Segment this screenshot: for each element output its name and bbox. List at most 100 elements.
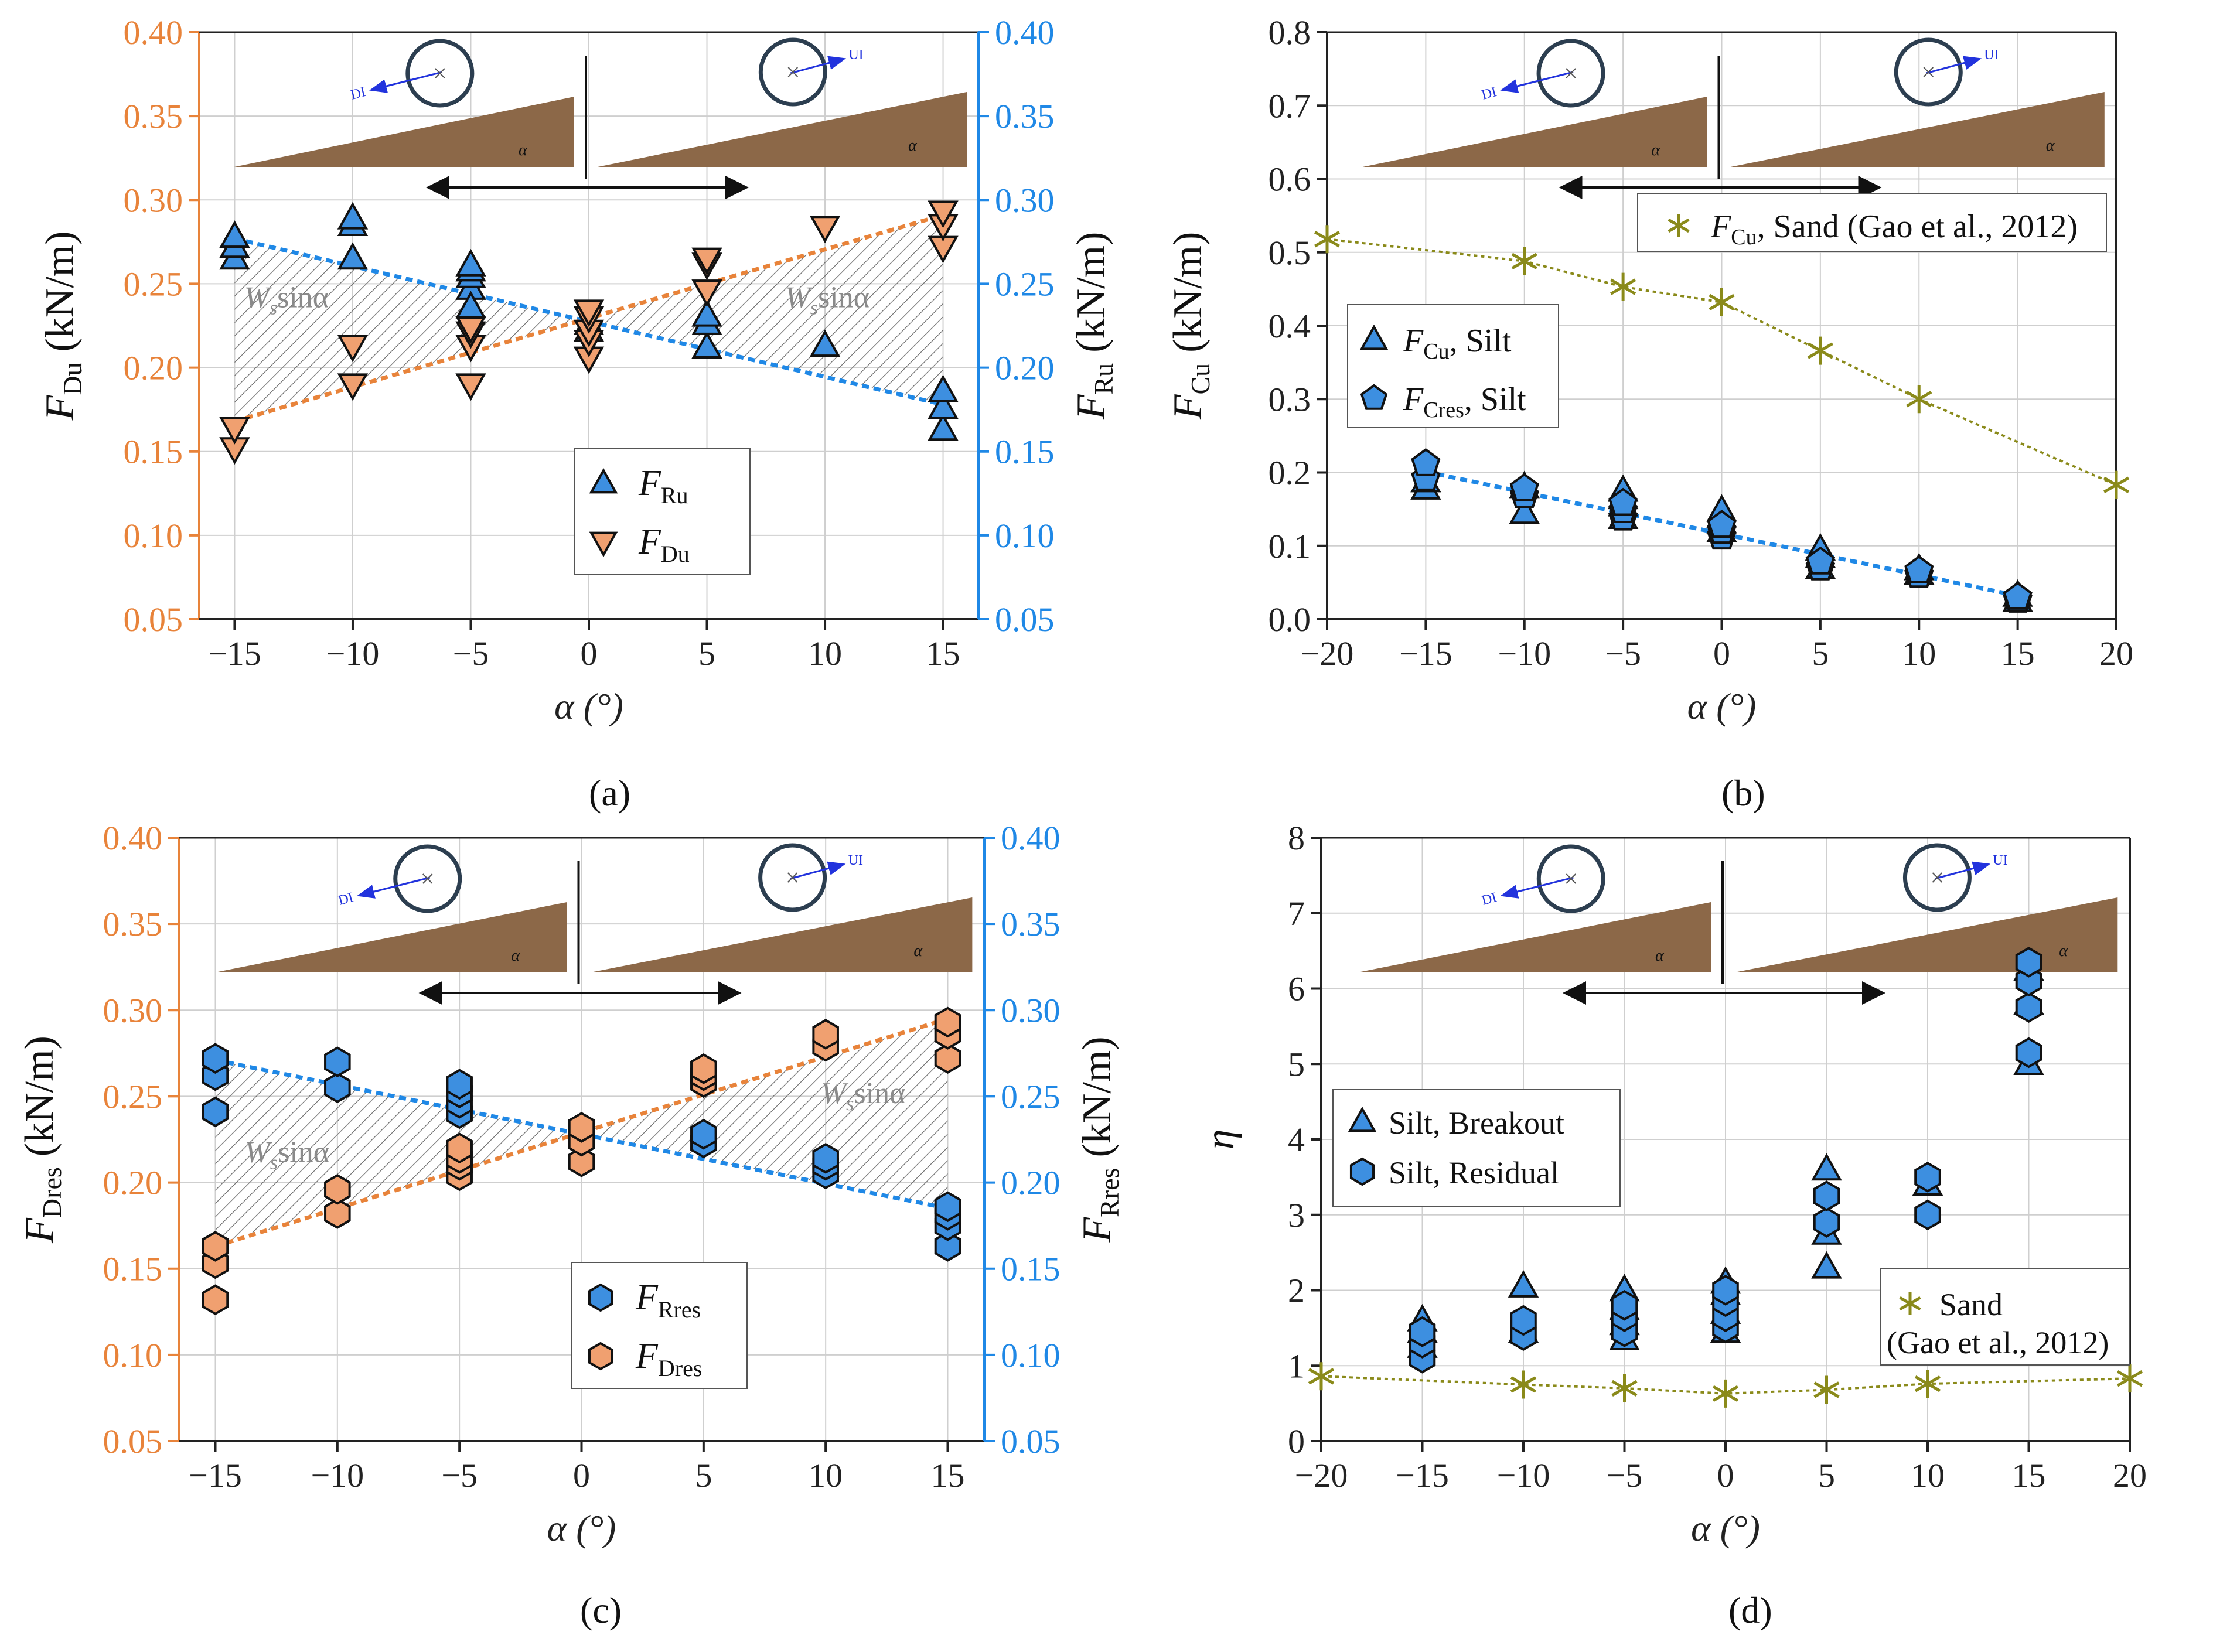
panel-c: Wssinα Wssinα DI UI α α −15 −10 −5 0 5 10 15 0.05 0.05…	[17, 819, 1124, 1631]
y-tick-label-left: 0.15	[124, 433, 183, 471]
data-point	[202, 1096, 229, 1128]
legend-label: FCu, Silt	[1403, 323, 1512, 364]
di-label: DI	[1480, 890, 1498, 909]
y-tick-label-right: 0.05	[995, 600, 1055, 639]
legend-marker	[1349, 1157, 1375, 1186]
di-label: DI	[1480, 84, 1498, 103]
x-axis-label: α (°)	[1687, 685, 1757, 727]
series-2	[1314, 225, 2130, 499]
pipe-slope-schematic: DI UI α α	[1362, 37, 2105, 199]
data-point	[809, 329, 841, 357]
ui-arrow	[1935, 861, 1991, 880]
y-tick-label-left: 0.10	[124, 517, 183, 555]
panel-label: (b)	[1721, 772, 1765, 814]
x-tick-label: −10	[1497, 1456, 1550, 1494]
data-point	[1813, 1375, 1840, 1404]
pipe-circle-right	[758, 37, 827, 107]
x-tick-label: −15	[208, 634, 261, 673]
data-point	[1508, 1269, 1539, 1298]
y-tick-label-left: 0.30	[124, 181, 183, 219]
data-point	[1805, 546, 1836, 575]
y-tick-label-right: 0.20	[1001, 1164, 1061, 1202]
data-point	[812, 1143, 839, 1174]
legend-box-sand	[1637, 193, 2107, 252]
y-tick-label-left: 0.05	[124, 600, 183, 639]
ui-label: UI	[1993, 853, 2007, 868]
legend: FRu FDu	[574, 448, 751, 575]
data-point	[2116, 1364, 2143, 1393]
data-point	[337, 242, 369, 270]
data-point	[1811, 1251, 1842, 1279]
x-tick-label: −5	[441, 1456, 478, 1494]
data-point	[1509, 496, 1540, 524]
x-tick-label: 10	[809, 1456, 843, 1494]
x-tick-label: 0	[1713, 634, 1730, 673]
x-tick-label: −15	[1399, 634, 1452, 673]
panel-label: (d)	[1728, 1589, 1772, 1631]
y-tick-label-left: 3	[1288, 1196, 1305, 1234]
data-point	[1611, 1289, 1638, 1321]
y-tick-label-left: 1	[1288, 1347, 1305, 1385]
data-point	[1914, 1199, 1941, 1231]
y-tick-label-left: 4	[1288, 1121, 1305, 1159]
data-point	[934, 1191, 961, 1223]
data-point	[2003, 581, 2033, 610]
legend-marker	[589, 467, 618, 494]
data-point	[1712, 1379, 1739, 1408]
legend-marker	[1348, 1106, 1377, 1132]
data-point	[455, 373, 486, 401]
legend-label: Silt, Breakout	[1389, 1105, 1564, 1141]
y-tick-label-left: 0.5	[1269, 234, 1311, 272]
legend-label: FDres	[635, 1336, 702, 1381]
pipe-slope-schematic: DI UI α α	[234, 37, 967, 199]
y-tick-label-left: 0.3	[1269, 380, 1311, 418]
y-tick-label-left: 0.25	[124, 265, 183, 303]
data-point	[219, 417, 250, 445]
data-point	[1813, 1207, 1840, 1238]
data-point	[1914, 1162, 1941, 1193]
legend-box	[1332, 1089, 1621, 1207]
x-tick-label: −10	[326, 634, 380, 673]
legend: FRres FDres	[571, 1262, 748, 1389]
y-axis-label-left: FCu(kN/m)	[1165, 232, 1215, 421]
y-tick-label-left: 0.35	[103, 905, 163, 943]
y-tick-label-left: 8	[1288, 819, 1305, 857]
y-tick-label-right: 0.30	[1001, 991, 1061, 1029]
data-point	[2015, 1037, 2042, 1069]
legend-label: FCu, Sand (Gao et al., 2012)	[1710, 209, 2078, 250]
data-point	[337, 202, 369, 230]
ui-arrow	[1925, 56, 1982, 74]
pipe-circle-right	[1894, 37, 1963, 107]
y-tick-label-right: 0.35	[1001, 905, 1061, 943]
data-point	[1813, 1180, 1840, 1211]
angle-label-left: α	[519, 141, 528, 159]
pipe-circle-left	[393, 844, 462, 913]
data-point	[202, 1231, 229, 1262]
data-point	[1914, 1370, 1941, 1398]
data-point	[1511, 247, 1537, 275]
pipe-circle-left	[1536, 844, 1605, 913]
panel-b: DI UI α α −20 −15 −10 −5 0 5 10 15 20 0.0 0.1 0.2 0.3 0.4…	[1165, 13, 2213, 814]
x-axis-label: α (°)	[1691, 1507, 1760, 1549]
legend-marker	[1359, 324, 1389, 350]
x-tick-label: 0	[1717, 1456, 1734, 1494]
pipe-circle-left	[1536, 39, 1605, 108]
data-point	[324, 1046, 351, 1077]
data-point	[1807, 336, 1834, 365]
data-point	[1610, 272, 1636, 301]
legend-label: Silt, Residual	[1389, 1155, 1559, 1190]
x-tick-label: −15	[189, 1456, 242, 1494]
data-point	[1709, 288, 1735, 316]
y-tick-label-right: 0.30	[995, 181, 1055, 219]
data-point	[928, 391, 959, 419]
data-point	[446, 1132, 473, 1164]
y-tick-label-left: 6	[1288, 970, 1305, 1008]
y-axis-label-right: FCres(kN/m)	[2207, 223, 2213, 429]
x-axis-label: α (°)	[554, 685, 623, 727]
y-tick-label-left: 0.1	[1269, 527, 1311, 565]
y-tick-label-left: 0.15	[103, 1250, 163, 1288]
y-tick-label-right: 0.35	[995, 97, 1055, 135]
y-axis-label-right: FRres(kN/m)	[1075, 1036, 1124, 1243]
data-point	[934, 1231, 961, 1262]
legend-marker	[1668, 214, 1690, 237]
